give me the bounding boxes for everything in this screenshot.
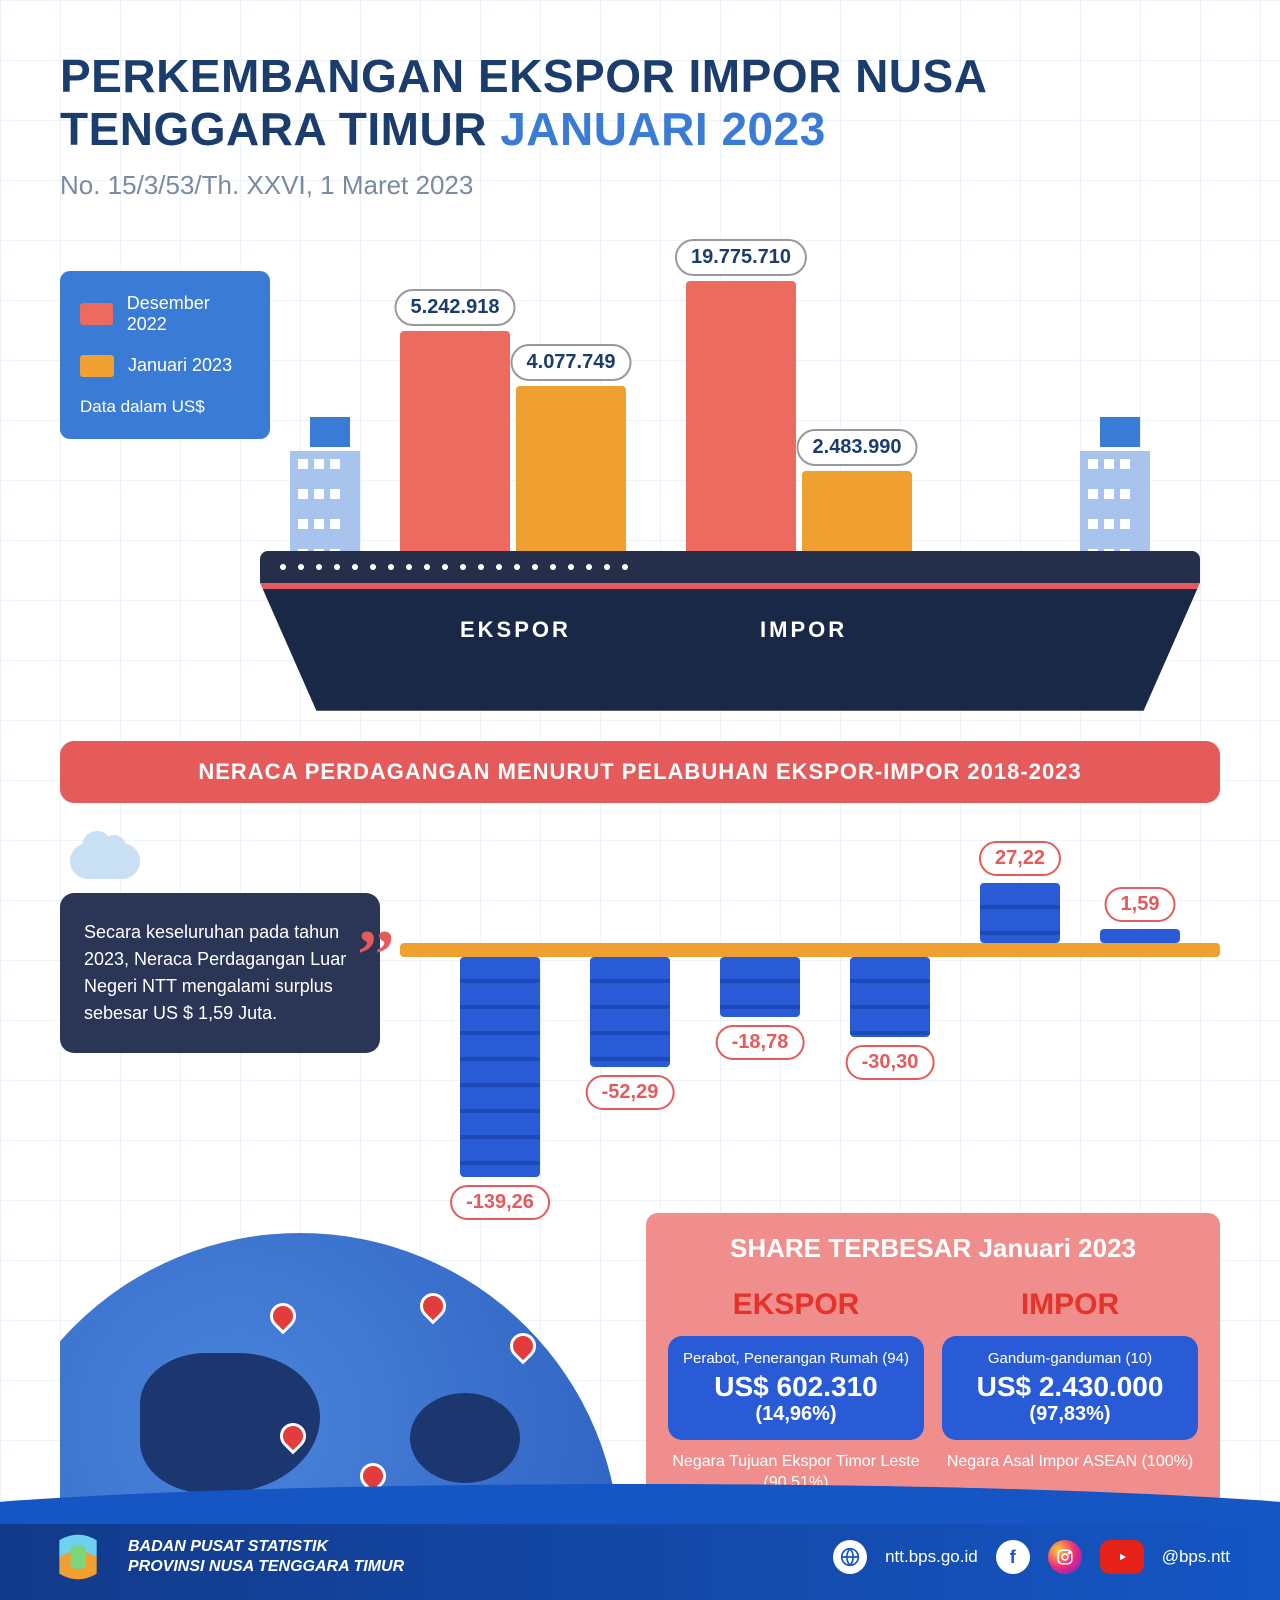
share-foot: Negara Asal Impor ASEAN (100%) <box>942 1452 1198 1473</box>
group-label-impor: IMPOR <box>760 617 847 643</box>
share-head: EKSPOR <box>668 1278 924 1328</box>
infographic-page: PERKEMBANGAN EKSPOR IMPOR NUSA TENGGARA … <box>0 0 1280 1600</box>
footer-org-2: PROVINSI NUSA TENGGARA TIMUR <box>128 1557 404 1577</box>
balance-bar: -30,30 <box>850 957 930 1037</box>
bar-label: 2.483.990 <box>797 429 918 466</box>
ship-bar-chart: Desember 2022 Januari 2023 Data dalam US… <box>60 231 1220 731</box>
share-pill-ekspor: Perabot, Penerangan Rumah (94) US$ 602.3… <box>668 1336 924 1440</box>
balance-bar: 1,59 <box>1100 929 1180 943</box>
quote-mark-icon: ,, <box>359 867 394 972</box>
footer: BADAN PUSAT STATISTIK PROVINSI NUSA TENG… <box>0 1514 1280 1600</box>
balance-bar: -139,26 <box>460 957 540 1177</box>
balance-label: -52,29 <box>586 1075 675 1110</box>
footer-org: BADAN PUSAT STATISTIK PROVINSI NUSA TENG… <box>128 1537 404 1577</box>
page-title: PERKEMBANGAN EKSPOR IMPOR NUSA TENGGARA … <box>60 50 1220 156</box>
footer-handle[interactable]: @bps.ntt <box>1162 1547 1230 1567</box>
facebook-icon[interactable]: f <box>996 1540 1030 1574</box>
section-banner: NERACA PERDAGANGAN MENURUT PELABUHAN EKS… <box>60 741 1220 803</box>
dribbble-icon[interactable] <box>833 1540 867 1574</box>
balance-label: 27,22 <box>979 841 1061 876</box>
swatch-curr <box>80 355 114 377</box>
share-title: SHARE TERBESAR Januari 2023 <box>668 1233 1198 1264</box>
balance-label: -30,30 <box>846 1045 935 1080</box>
bar-label: 4.077.749 <box>511 344 632 381</box>
quote-text: Secara keseluruhan pada tahun 2023, Nera… <box>84 922 346 1023</box>
share-value: US$ 2.430.000 <box>952 1371 1188 1403</box>
share-col-impor: IMPOR Gandum-ganduman (10) US$ 2.430.000… <box>942 1278 1198 1494</box>
footer-links: ntt.bps.go.id f @bps.ntt <box>833 1540 1230 1574</box>
bar-group-ekspor: 5.242.918 4.077.749 <box>400 331 626 581</box>
share-pct: (97,83%) <box>952 1403 1188 1426</box>
quote-box: ,, Secara keseluruhan pada tahun 2023, N… <box>60 893 380 1053</box>
title-block: PERKEMBANGAN EKSPOR IMPOR NUSA TENGGARA … <box>60 50 1220 201</box>
group-label-ekspor: EKSPOR <box>460 617 571 643</box>
share-pill-impor: Gandum-ganduman (10) US$ 2.430.000 (97,8… <box>942 1336 1198 1440</box>
balance-bar: -52,29 <box>590 957 670 1067</box>
cloud-icon <box>70 843 140 879</box>
bps-logo-icon <box>50 1529 106 1585</box>
bars-area: 5.242.918 4.077.749 19.775.710 2.483.990 <box>400 281 972 581</box>
ship-deck <box>260 551 1200 583</box>
instagram-icon[interactable] <box>1048 1540 1082 1574</box>
ship-illustration: 5.242.918 4.077.749 19.775.710 2.483.990 <box>140 231 1200 731</box>
balance-chart: -139,26 -52,29 -18,78 -30,30 27,22 1,59 <box>400 853 1220 1183</box>
share-item: Perabot, Penerangan Rumah (94) <box>678 1350 914 1367</box>
footer-site[interactable]: ntt.bps.go.id <box>885 1547 978 1567</box>
share-pct: (14,96%) <box>678 1403 914 1426</box>
balance-section: ,, Secara keseluruhan pada tahun 2023, N… <box>60 823 1220 1203</box>
doc-number: No. 15/3/53/Th. XXVI, 1 Maret 2023 <box>60 170 1220 201</box>
share-col-ekspor: EKSPOR Perabot, Penerangan Rumah (94) US… <box>668 1278 924 1494</box>
share-value: US$ 602.310 <box>678 1371 914 1403</box>
bar-ekspor-prev: 5.242.918 <box>400 331 510 581</box>
balance-bar: 27,22 <box>980 883 1060 943</box>
axis-line <box>400 943 1220 957</box>
swatch-prev <box>80 303 113 325</box>
bar-group-impor: 19.775.710 2.483.990 <box>686 281 912 581</box>
share-item: Gandum-ganduman (10) <box>952 1350 1188 1367</box>
youtube-icon[interactable] <box>1100 1540 1144 1574</box>
ship-hull: EKSPOR IMPOR <box>260 551 1200 711</box>
share-head: IMPOR <box>942 1278 1198 1328</box>
balance-label: -18,78 <box>716 1025 805 1060</box>
bar-label: 19.775.710 <box>675 239 807 276</box>
bar-impor-prev: 19.775.710 <box>686 281 796 581</box>
title-accent: JANUARI 2023 <box>500 103 826 155</box>
balance-bar: -18,78 <box>720 957 800 1017</box>
footer-org-1: BADAN PUSAT STATISTIK <box>128 1537 404 1557</box>
bar-label: 5.242.918 <box>395 289 516 326</box>
balance-label: 1,59 <box>1105 887 1176 922</box>
